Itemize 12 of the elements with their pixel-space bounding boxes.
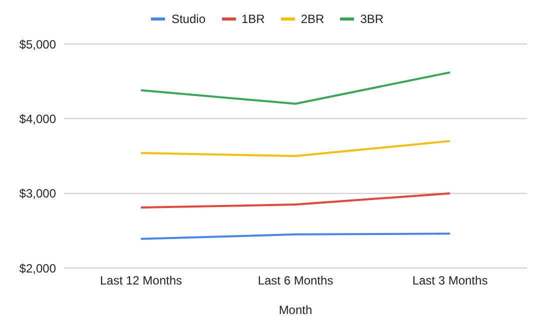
legend-label: 2BR xyxy=(300,12,324,26)
legend-label: 1BR xyxy=(242,12,265,26)
y-tick-label: $4,000 xyxy=(19,112,56,126)
legend-label: 3BR xyxy=(360,12,384,26)
legend-label: Studio xyxy=(171,12,206,26)
y-tick-label: $5,000 xyxy=(19,37,56,52)
y-tick-label: $2,000 xyxy=(19,261,56,276)
x-tick-label: Last 12 Months xyxy=(100,274,182,288)
y-tick-label: $3,000 xyxy=(19,186,56,201)
x-tick-label: Last 3 Months xyxy=(412,274,488,288)
x-tick-label: Last 6 Months xyxy=(258,274,334,288)
x-axis-title: Month xyxy=(278,303,312,317)
